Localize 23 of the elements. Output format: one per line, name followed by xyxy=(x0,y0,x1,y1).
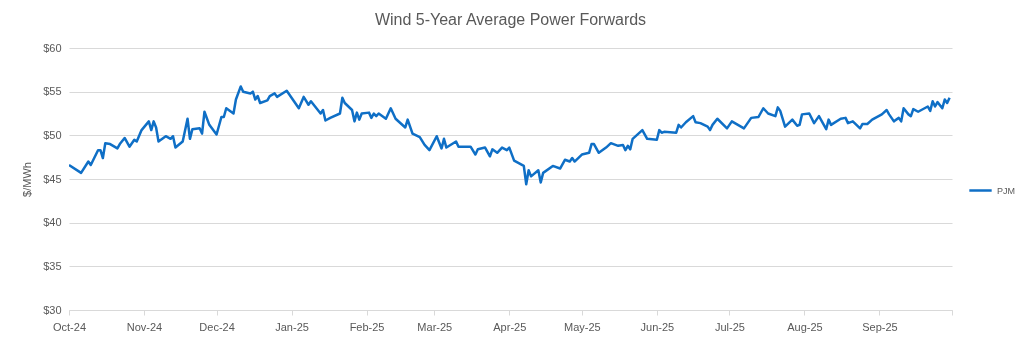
y-tick-label: $50 xyxy=(43,128,62,141)
y-axis-title: $/MWh xyxy=(21,162,34,197)
y-tick-label: $35 xyxy=(43,259,62,272)
y-tick-label: $60 xyxy=(43,41,62,54)
legend-label: PJM xyxy=(997,185,1015,196)
x-tick-label: Jun-25 xyxy=(640,320,675,333)
x-tick-label: Feb-25 xyxy=(349,320,385,333)
y-tick-label: $30 xyxy=(43,303,62,316)
x-tick-label: Apr-25 xyxy=(493,320,527,333)
y-tick-label: $40 xyxy=(43,216,62,229)
y-tick-label: $55 xyxy=(43,85,62,98)
x-tick-label: Jan-25 xyxy=(275,320,309,333)
line-series xyxy=(69,85,951,186)
x-tick-label: Mar-25 xyxy=(417,320,453,333)
x-tick-label: Oct-24 xyxy=(52,320,87,333)
chart-title: Wind 5-Year Average Power Forwards xyxy=(374,11,647,28)
x-tick-label: May-25 xyxy=(564,320,601,333)
x-tick-label: Aug-25 xyxy=(787,320,823,333)
y-tick-label: $45 xyxy=(43,172,62,185)
x-tick-label: Jul-25 xyxy=(714,320,745,333)
x-tick-label: Dec-24 xyxy=(199,320,235,333)
x-tick-label: Nov-24 xyxy=(126,320,163,333)
x-tick-label: Sep-25 xyxy=(862,320,898,333)
